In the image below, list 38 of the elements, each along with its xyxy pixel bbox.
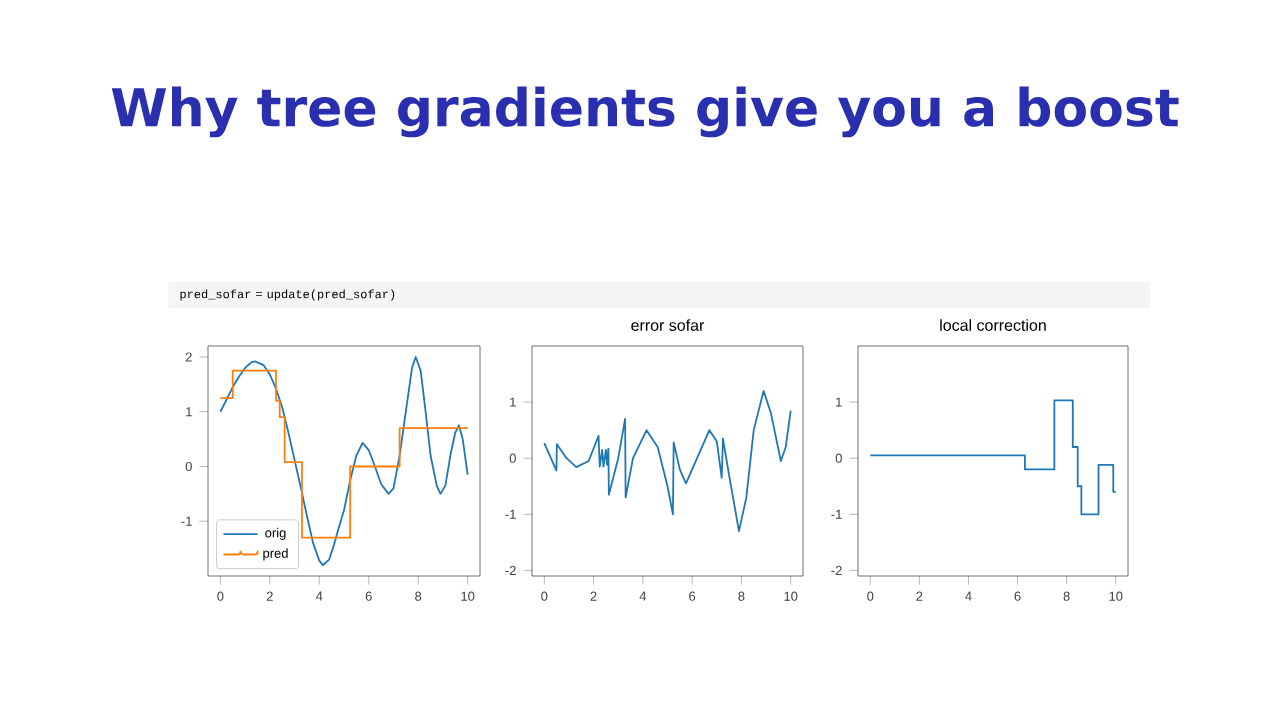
x-tick-label: 8	[415, 591, 422, 601]
y-tick-label: -1	[505, 509, 516, 519]
x-tick-label: 6	[689, 591, 696, 601]
x-tick-label: 4	[965, 591, 972, 601]
y-tick-label: 1	[836, 397, 842, 407]
x-tick-label: 10	[1109, 591, 1123, 601]
x-tick-label: 6	[1014, 591, 1021, 601]
y-tick-label: 0	[185, 461, 192, 472]
x-tick-label: 8	[738, 591, 745, 601]
y-tick-label: -2	[505, 565, 516, 575]
x-tick-label: 2	[916, 591, 923, 601]
chart-title: local correction	[940, 319, 1046, 331]
y-tick-label: -1	[831, 509, 842, 519]
x-tick-label: 10	[461, 591, 475, 601]
x-tick-label: 10	[784, 591, 798, 601]
y-tick-label: -2	[831, 565, 842, 575]
y-tick-label: 2	[185, 352, 192, 362]
x-tick-label: 0	[867, 591, 874, 601]
text: Why tree gradients give you a boost	[111, 86, 1179, 138]
y-tick-label: 0	[509, 453, 516, 463]
y-tick-label: 0	[835, 453, 842, 463]
y-tick-label: 1	[186, 407, 192, 417]
legend-label: pred	[263, 548, 288, 561]
chart-title: error sofar	[631, 319, 705, 331]
x-tick-label: 4	[315, 591, 323, 601]
x-tick-label: 6	[365, 591, 372, 601]
line-series	[543, 389, 792, 533]
x-tick-label: 8	[1063, 591, 1070, 601]
y-tick-label: 1	[510, 397, 516, 407]
x-tick-label: 0	[541, 591, 548, 601]
y-tick-label: -1	[181, 516, 192, 526]
line-series	[219, 356, 469, 566]
x-tick-label: 2	[266, 591, 273, 601]
x-tick-label: 4	[639, 591, 647, 601]
x-tick-label: 0	[217, 591, 224, 601]
text: pred_sofar = update(pred_sofar)	[180, 289, 395, 301]
legend-label: orig	[265, 527, 286, 540]
x-tick-label: 2	[590, 591, 597, 601]
